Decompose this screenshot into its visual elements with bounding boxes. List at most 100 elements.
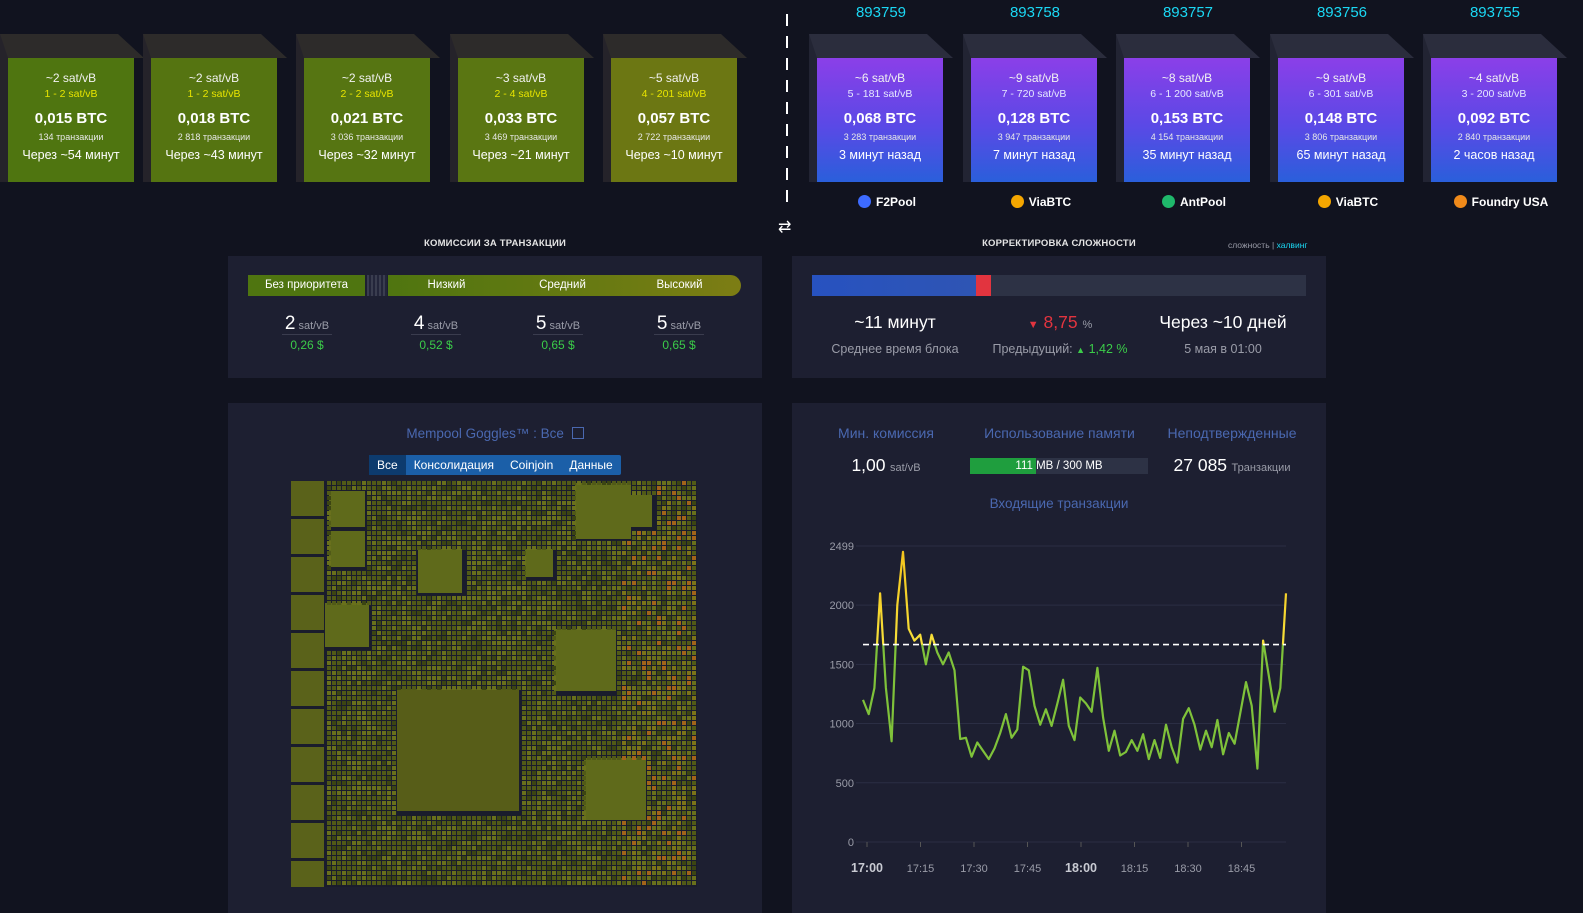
treemap-cell[interactable] bbox=[572, 751, 576, 755]
treemap-cell[interactable] bbox=[627, 696, 631, 700]
treemap-cell[interactable] bbox=[522, 681, 526, 685]
treemap-cell[interactable] bbox=[397, 576, 401, 580]
treemap-cell[interactable] bbox=[637, 691, 641, 695]
treemap-cell[interactable] bbox=[637, 646, 641, 650]
treemap-cell[interactable] bbox=[347, 716, 351, 720]
treemap-cell[interactable] bbox=[647, 761, 651, 765]
treemap-cell[interactable] bbox=[367, 801, 371, 805]
treemap-cell[interactable] bbox=[332, 596, 336, 600]
treemap-cell[interactable] bbox=[517, 646, 521, 650]
treemap-cell[interactable] bbox=[632, 751, 636, 755]
treemap-cell[interactable] bbox=[502, 566, 506, 570]
treemap-cell[interactable] bbox=[567, 781, 571, 785]
treemap-cell[interactable] bbox=[562, 761, 566, 765]
treemap-cell[interactable] bbox=[492, 611, 496, 615]
treemap-cell[interactable] bbox=[372, 511, 376, 515]
treemap-cell[interactable] bbox=[337, 761, 341, 765]
treemap-cell[interactable] bbox=[667, 731, 671, 735]
treemap-cell[interactable] bbox=[407, 821, 411, 825]
treemap-cell[interactable] bbox=[682, 521, 686, 525]
treemap-cell[interactable] bbox=[662, 596, 666, 600]
treemap-cell[interactable] bbox=[662, 811, 666, 815]
treemap-cell[interactable] bbox=[377, 481, 381, 485]
treemap-cell[interactable] bbox=[672, 591, 676, 595]
treemap-cell[interactable] bbox=[672, 596, 676, 600]
treemap-cell[interactable] bbox=[472, 581, 476, 585]
treemap-cell[interactable] bbox=[427, 636, 431, 640]
treemap-cell[interactable] bbox=[647, 641, 651, 645]
treemap-cell[interactable] bbox=[377, 661, 381, 665]
treemap-cell[interactable] bbox=[652, 671, 656, 675]
treemap-cell[interactable] bbox=[377, 781, 381, 785]
treemap-cell[interactable] bbox=[342, 871, 346, 875]
treemap-cell[interactable] bbox=[477, 516, 481, 520]
treemap-cell[interactable] bbox=[367, 561, 371, 565]
treemap-cell[interactable] bbox=[392, 746, 396, 750]
treemap-cell[interactable] bbox=[592, 561, 596, 565]
treemap-cell[interactable] bbox=[537, 811, 541, 815]
treemap-cell[interactable] bbox=[392, 591, 396, 595]
treemap-cell[interactable] bbox=[692, 526, 696, 530]
treemap-cell[interactable] bbox=[532, 646, 536, 650]
treemap-cell[interactable] bbox=[612, 561, 616, 565]
treemap-cell[interactable] bbox=[537, 606, 541, 610]
treemap-cell[interactable] bbox=[447, 871, 451, 875]
treemap-cell[interactable] bbox=[682, 786, 686, 790]
treemap-cell[interactable] bbox=[657, 616, 661, 620]
treemap-cell[interactable] bbox=[692, 626, 696, 630]
treemap-cell[interactable] bbox=[392, 861, 396, 865]
treemap-cell[interactable] bbox=[627, 561, 631, 565]
treemap-cell[interactable] bbox=[382, 626, 386, 630]
treemap-cell[interactable] bbox=[467, 506, 471, 510]
treemap-cell[interactable] bbox=[587, 841, 591, 845]
treemap-cell[interactable] bbox=[492, 631, 496, 635]
treemap-cell[interactable] bbox=[647, 836, 651, 840]
treemap-cell[interactable] bbox=[662, 531, 666, 535]
treemap-cell[interactable] bbox=[507, 591, 511, 595]
treemap-cell[interactable] bbox=[502, 511, 506, 515]
treemap-cell[interactable] bbox=[327, 826, 331, 830]
treemap-cell[interactable] bbox=[682, 831, 686, 835]
treemap-cell[interactable] bbox=[392, 756, 396, 760]
treemap-cell[interactable] bbox=[537, 646, 541, 650]
treemap-cell[interactable] bbox=[667, 511, 671, 515]
treemap-cell[interactable] bbox=[642, 671, 646, 675]
treemap-cell[interactable] bbox=[537, 541, 541, 545]
treemap-cell[interactable] bbox=[502, 876, 506, 880]
treemap-cell[interactable] bbox=[487, 666, 491, 670]
treemap-cell[interactable] bbox=[467, 591, 471, 595]
treemap-cell[interactable] bbox=[572, 506, 576, 510]
treemap-cell[interactable] bbox=[662, 831, 666, 835]
treemap-cell[interactable] bbox=[637, 566, 641, 570]
treemap-cell[interactable] bbox=[357, 866, 361, 870]
treemap-cell[interactable] bbox=[692, 541, 696, 545]
treemap-cell[interactable] bbox=[492, 551, 496, 555]
treemap-cell[interactable] bbox=[672, 731, 676, 735]
treemap-cell[interactable] bbox=[387, 651, 391, 655]
treemap-cell[interactable] bbox=[482, 601, 486, 605]
treemap-cell[interactable] bbox=[537, 581, 541, 585]
treemap-cell[interactable] bbox=[332, 661, 336, 665]
treemap-cell[interactable] bbox=[487, 656, 491, 660]
treemap-cell[interactable] bbox=[567, 596, 571, 600]
treemap-cell[interactable] bbox=[637, 856, 641, 860]
treemap-cell[interactable] bbox=[527, 706, 531, 710]
treemap-cell[interactable] bbox=[387, 731, 391, 735]
treemap-cell[interactable] bbox=[672, 786, 676, 790]
treemap-cell[interactable] bbox=[657, 686, 661, 690]
treemap-cell[interactable] bbox=[642, 871, 646, 875]
treemap-cell[interactable] bbox=[682, 581, 686, 585]
treemap-cell[interactable] bbox=[652, 541, 656, 545]
treemap-cell[interactable] bbox=[677, 646, 681, 650]
treemap-cell[interactable] bbox=[687, 851, 691, 855]
treemap-cell[interactable] bbox=[382, 711, 386, 715]
treemap-cell[interactable] bbox=[572, 706, 576, 710]
treemap-cell[interactable] bbox=[337, 601, 341, 605]
treemap-cell[interactable] bbox=[687, 776, 691, 780]
treemap-cell[interactable] bbox=[692, 631, 696, 635]
treemap-cell[interactable] bbox=[687, 741, 691, 745]
treemap-cell[interactable] bbox=[487, 646, 491, 650]
treemap-cell[interactable] bbox=[372, 631, 376, 635]
treemap-cell[interactable] bbox=[502, 521, 506, 525]
treemap-cell[interactable] bbox=[662, 681, 666, 685]
